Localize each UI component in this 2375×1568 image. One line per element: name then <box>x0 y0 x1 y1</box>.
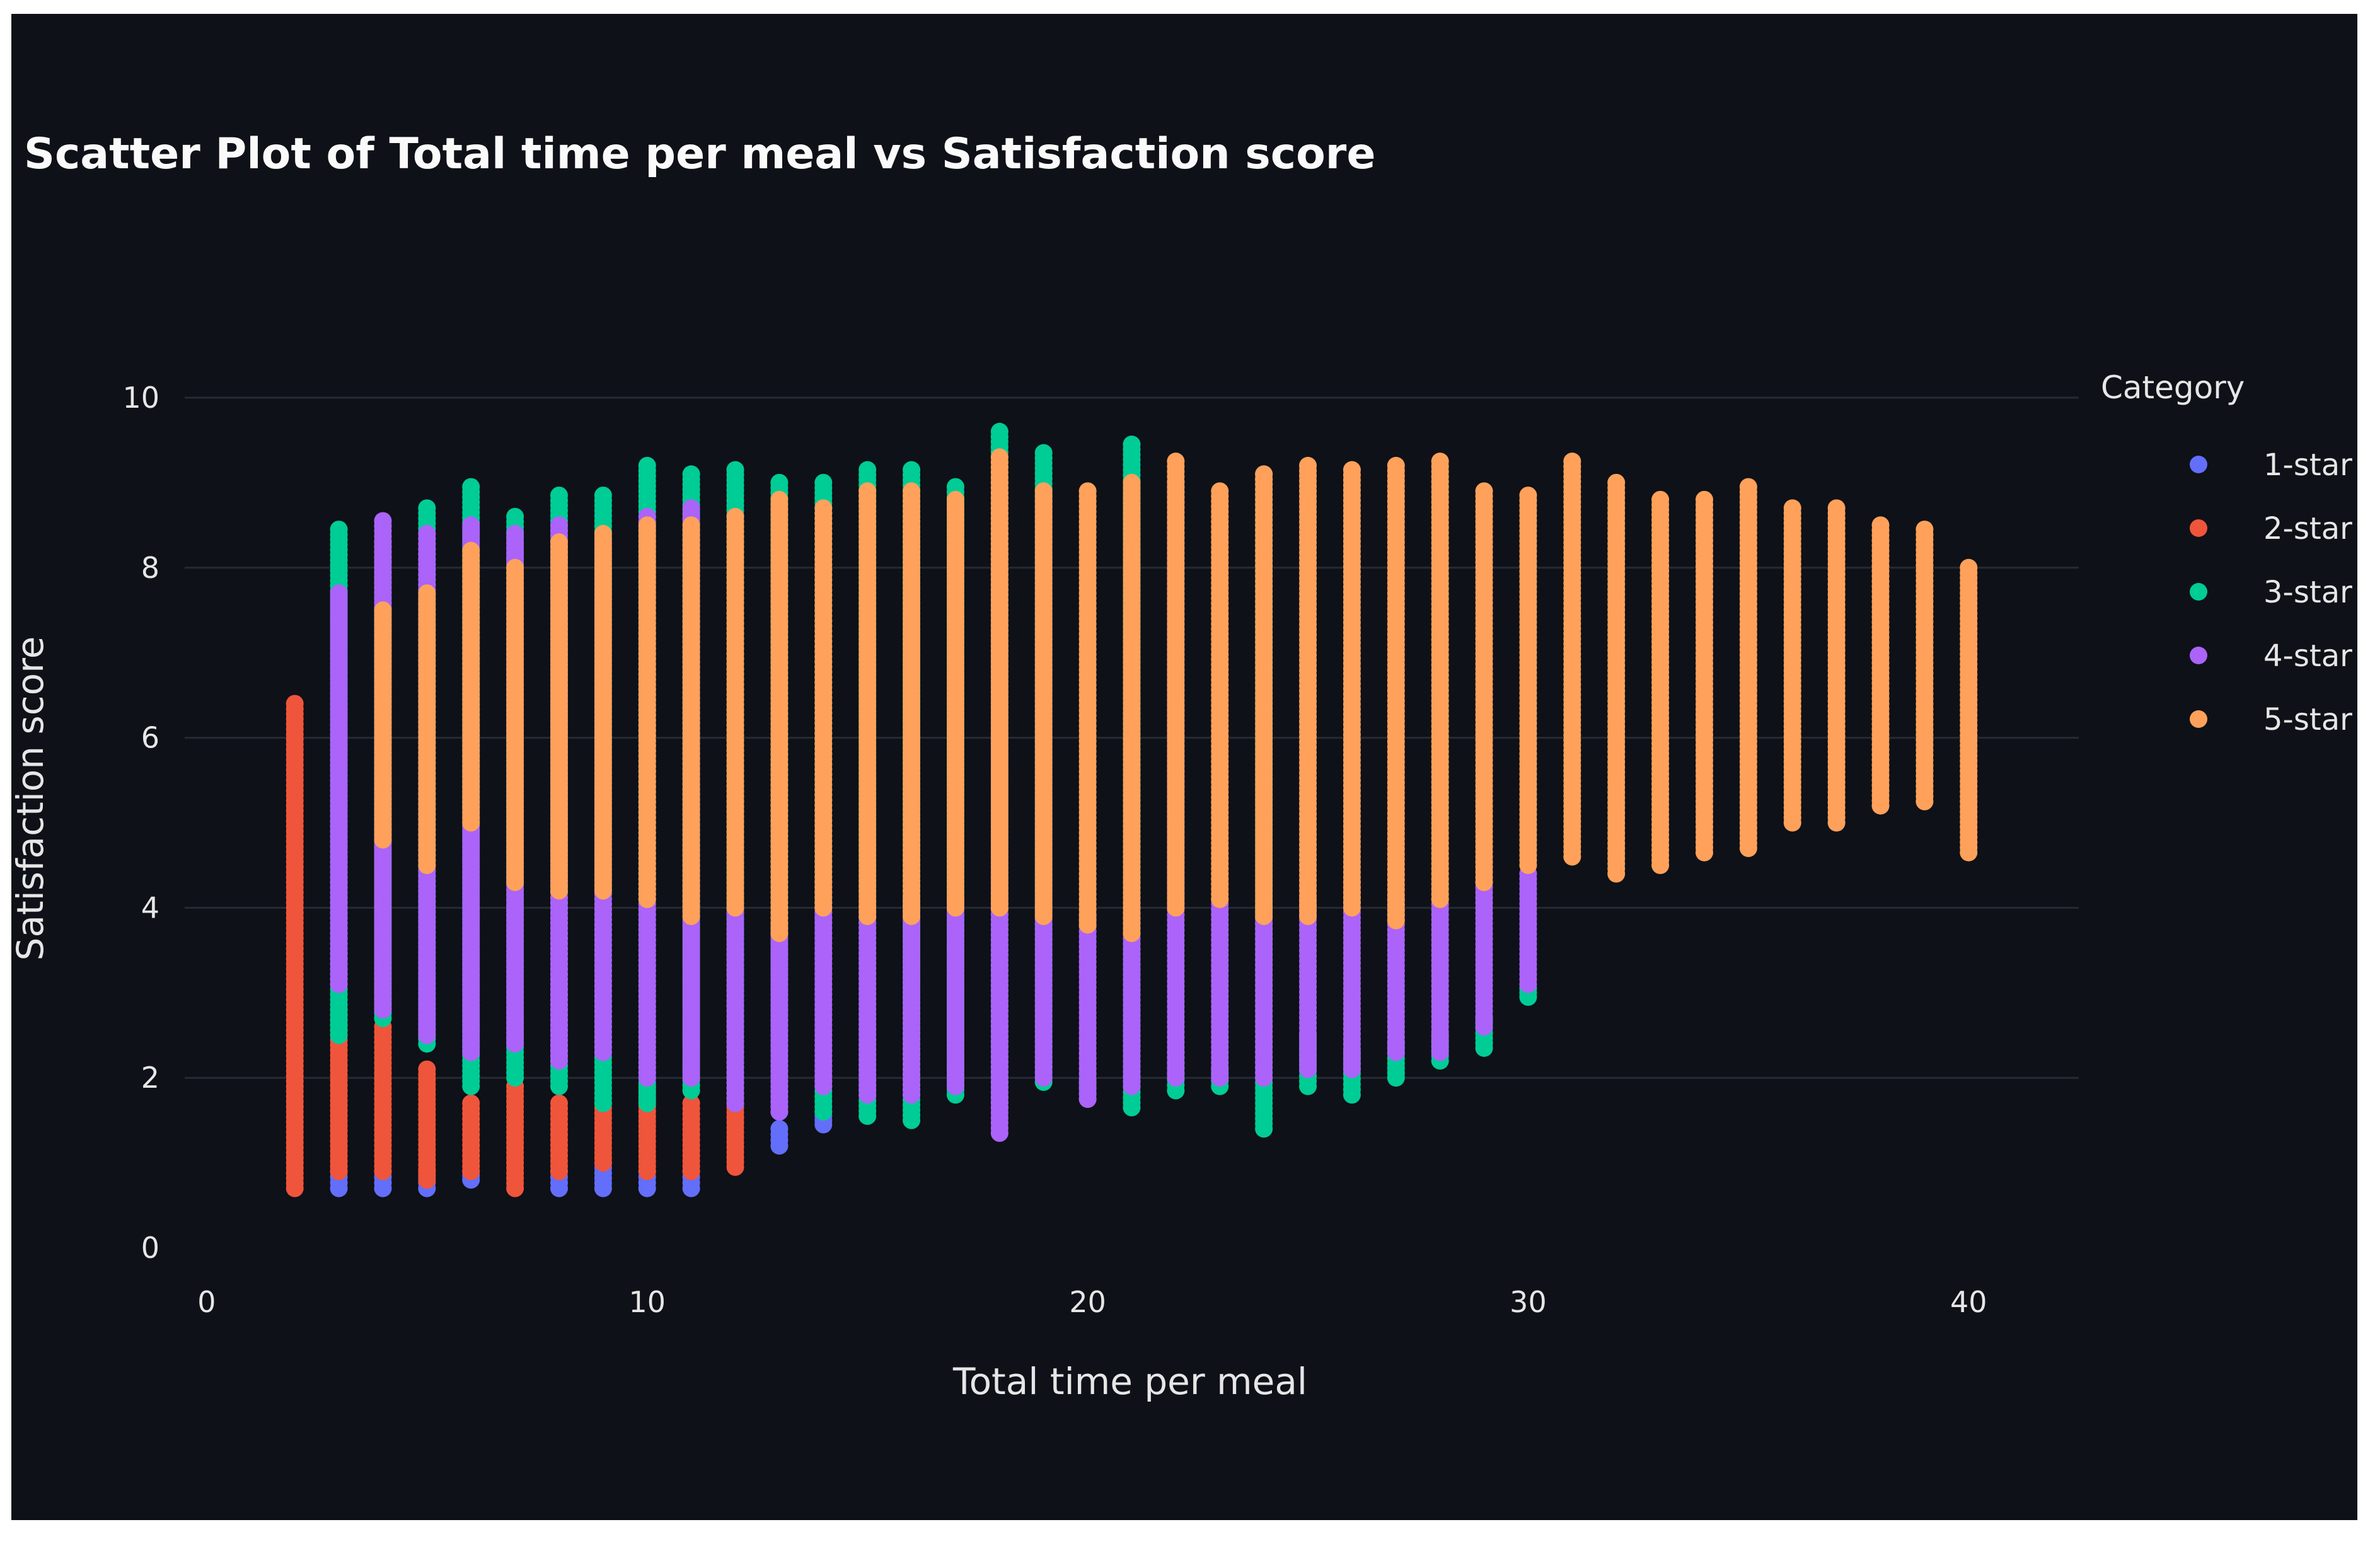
point <box>946 478 964 496</box>
point <box>550 1094 569 1112</box>
data-points <box>286 422 1978 1197</box>
point <box>770 1120 789 1138</box>
point <box>550 487 569 505</box>
point <box>770 473 789 492</box>
point <box>594 487 612 505</box>
point <box>418 499 436 517</box>
point <box>858 461 877 479</box>
point <box>550 533 569 551</box>
point <box>418 1060 436 1078</box>
point <box>638 516 656 534</box>
point <box>638 456 656 475</box>
point <box>330 584 348 602</box>
point <box>594 524 612 543</box>
point <box>374 601 392 620</box>
point <box>330 521 348 539</box>
point <box>1123 435 1141 454</box>
scatter-chart: Scatter Plot of Total time per meal vs S… <box>11 129 2352 1403</box>
point <box>506 558 524 577</box>
point <box>1034 444 1053 462</box>
point <box>286 695 304 713</box>
point <box>462 541 480 560</box>
point <box>506 507 524 526</box>
series-1-star <box>330 1103 833 1197</box>
point <box>462 516 480 534</box>
chart-title: Scatter Plot of Total time per meal vs S… <box>24 129 1375 179</box>
point <box>682 499 700 517</box>
point <box>990 422 1008 441</box>
point <box>682 1094 700 1112</box>
point <box>726 461 744 479</box>
point <box>418 584 436 602</box>
point <box>814 473 833 492</box>
point <box>462 1094 480 1112</box>
chart-panel: Scatter Plot of Total time per meal vs S… <box>11 14 2357 1520</box>
point <box>682 465 700 483</box>
point <box>462 478 480 496</box>
point <box>418 524 436 543</box>
point <box>374 512 392 530</box>
series-5-star <box>374 448 1978 942</box>
point <box>550 516 569 534</box>
point <box>903 461 921 479</box>
point <box>506 524 524 543</box>
